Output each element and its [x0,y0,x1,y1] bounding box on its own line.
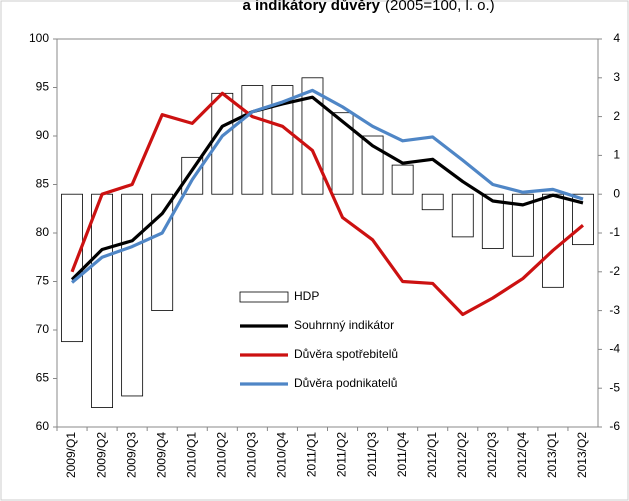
bar [121,193,144,397]
x-tick-label: 2009/Q3 [124,432,138,478]
x-tick-label: 2009/Q1 [64,432,78,478]
bar [181,156,204,195]
y2-tick-label: -1 [609,225,620,239]
y2-tick-label: 4 [613,31,620,45]
legend-label: Důvěra spotřebitelů [294,347,398,361]
bar [541,193,564,288]
line [70,95,584,281]
y-tick-label: 90 [36,128,50,142]
y-tick-label: 60 [36,419,50,433]
y2-tick-label: -5 [609,380,620,394]
x-tick-label: 2012/Q3 [485,432,499,478]
x-tick-label: 2012/Q1 [425,432,439,478]
bar [391,164,414,195]
y2-tick-label: -4 [609,342,620,356]
y2-tick-label: -2 [609,264,620,278]
y-tick-label: 65 [36,371,50,385]
x-tick-label: 2012/Q4 [515,432,529,478]
x-tick-label: 2013/Q2 [575,432,589,478]
y2-tick-label: 2 [613,109,620,123]
legend-label: Důvěra podnikatelů [294,376,397,390]
bar [211,92,234,195]
bar [91,193,114,408]
y2-tick-label: 3 [613,70,620,84]
bar [481,193,504,249]
line [70,91,585,317]
x-tick-label: 2012/Q2 [455,432,469,478]
y2-tick-label: 1 [613,148,620,162]
x-tick-label: 2011/Q1 [305,432,319,477]
y-tick-label: 70 [36,322,50,336]
y2-tick-label: 0 [613,186,620,200]
x-tick-label: 2009/Q4 [154,432,168,478]
y-tick-label: 85 [36,177,50,191]
chart-title: a indikátory důvěry [242,0,380,14]
bar [572,193,594,246]
y2-tick-label: -6 [609,419,620,433]
x-tick-label: 2011/Q3 [365,432,379,477]
x-tick-label: 2010/Q4 [275,432,289,478]
bar [421,193,444,211]
y-tick-label: 80 [36,225,50,239]
legend-swatch [239,291,289,303]
x-tick-label: 2011/Q4 [395,432,409,477]
legend-label: HDP [294,289,319,303]
x-tick-label: 2009/Q2 [94,432,108,478]
bar [241,85,264,195]
bar [271,85,294,195]
bar [331,112,354,195]
y-tick-label: 100 [29,31,49,45]
chart-subtitle: (2005=100, l. o.) [385,0,495,14]
line [70,88,584,284]
x-tick-label: 2010/Q2 [214,432,228,478]
y2-tick-label: -3 [609,303,620,317]
y-tick-label: 95 [36,80,50,94]
x-tick-label: 2013/Q1 [545,432,559,478]
bar [511,193,534,257]
x-tick-label: 2010/Q1 [184,432,198,478]
bar [451,193,474,238]
x-tick-label: 2011/Q2 [335,432,349,477]
legend-label: Souhrnný indikátor [294,318,394,332]
y-tick-label: 75 [36,274,50,288]
x-tick-label: 2010/Q3 [245,432,259,478]
